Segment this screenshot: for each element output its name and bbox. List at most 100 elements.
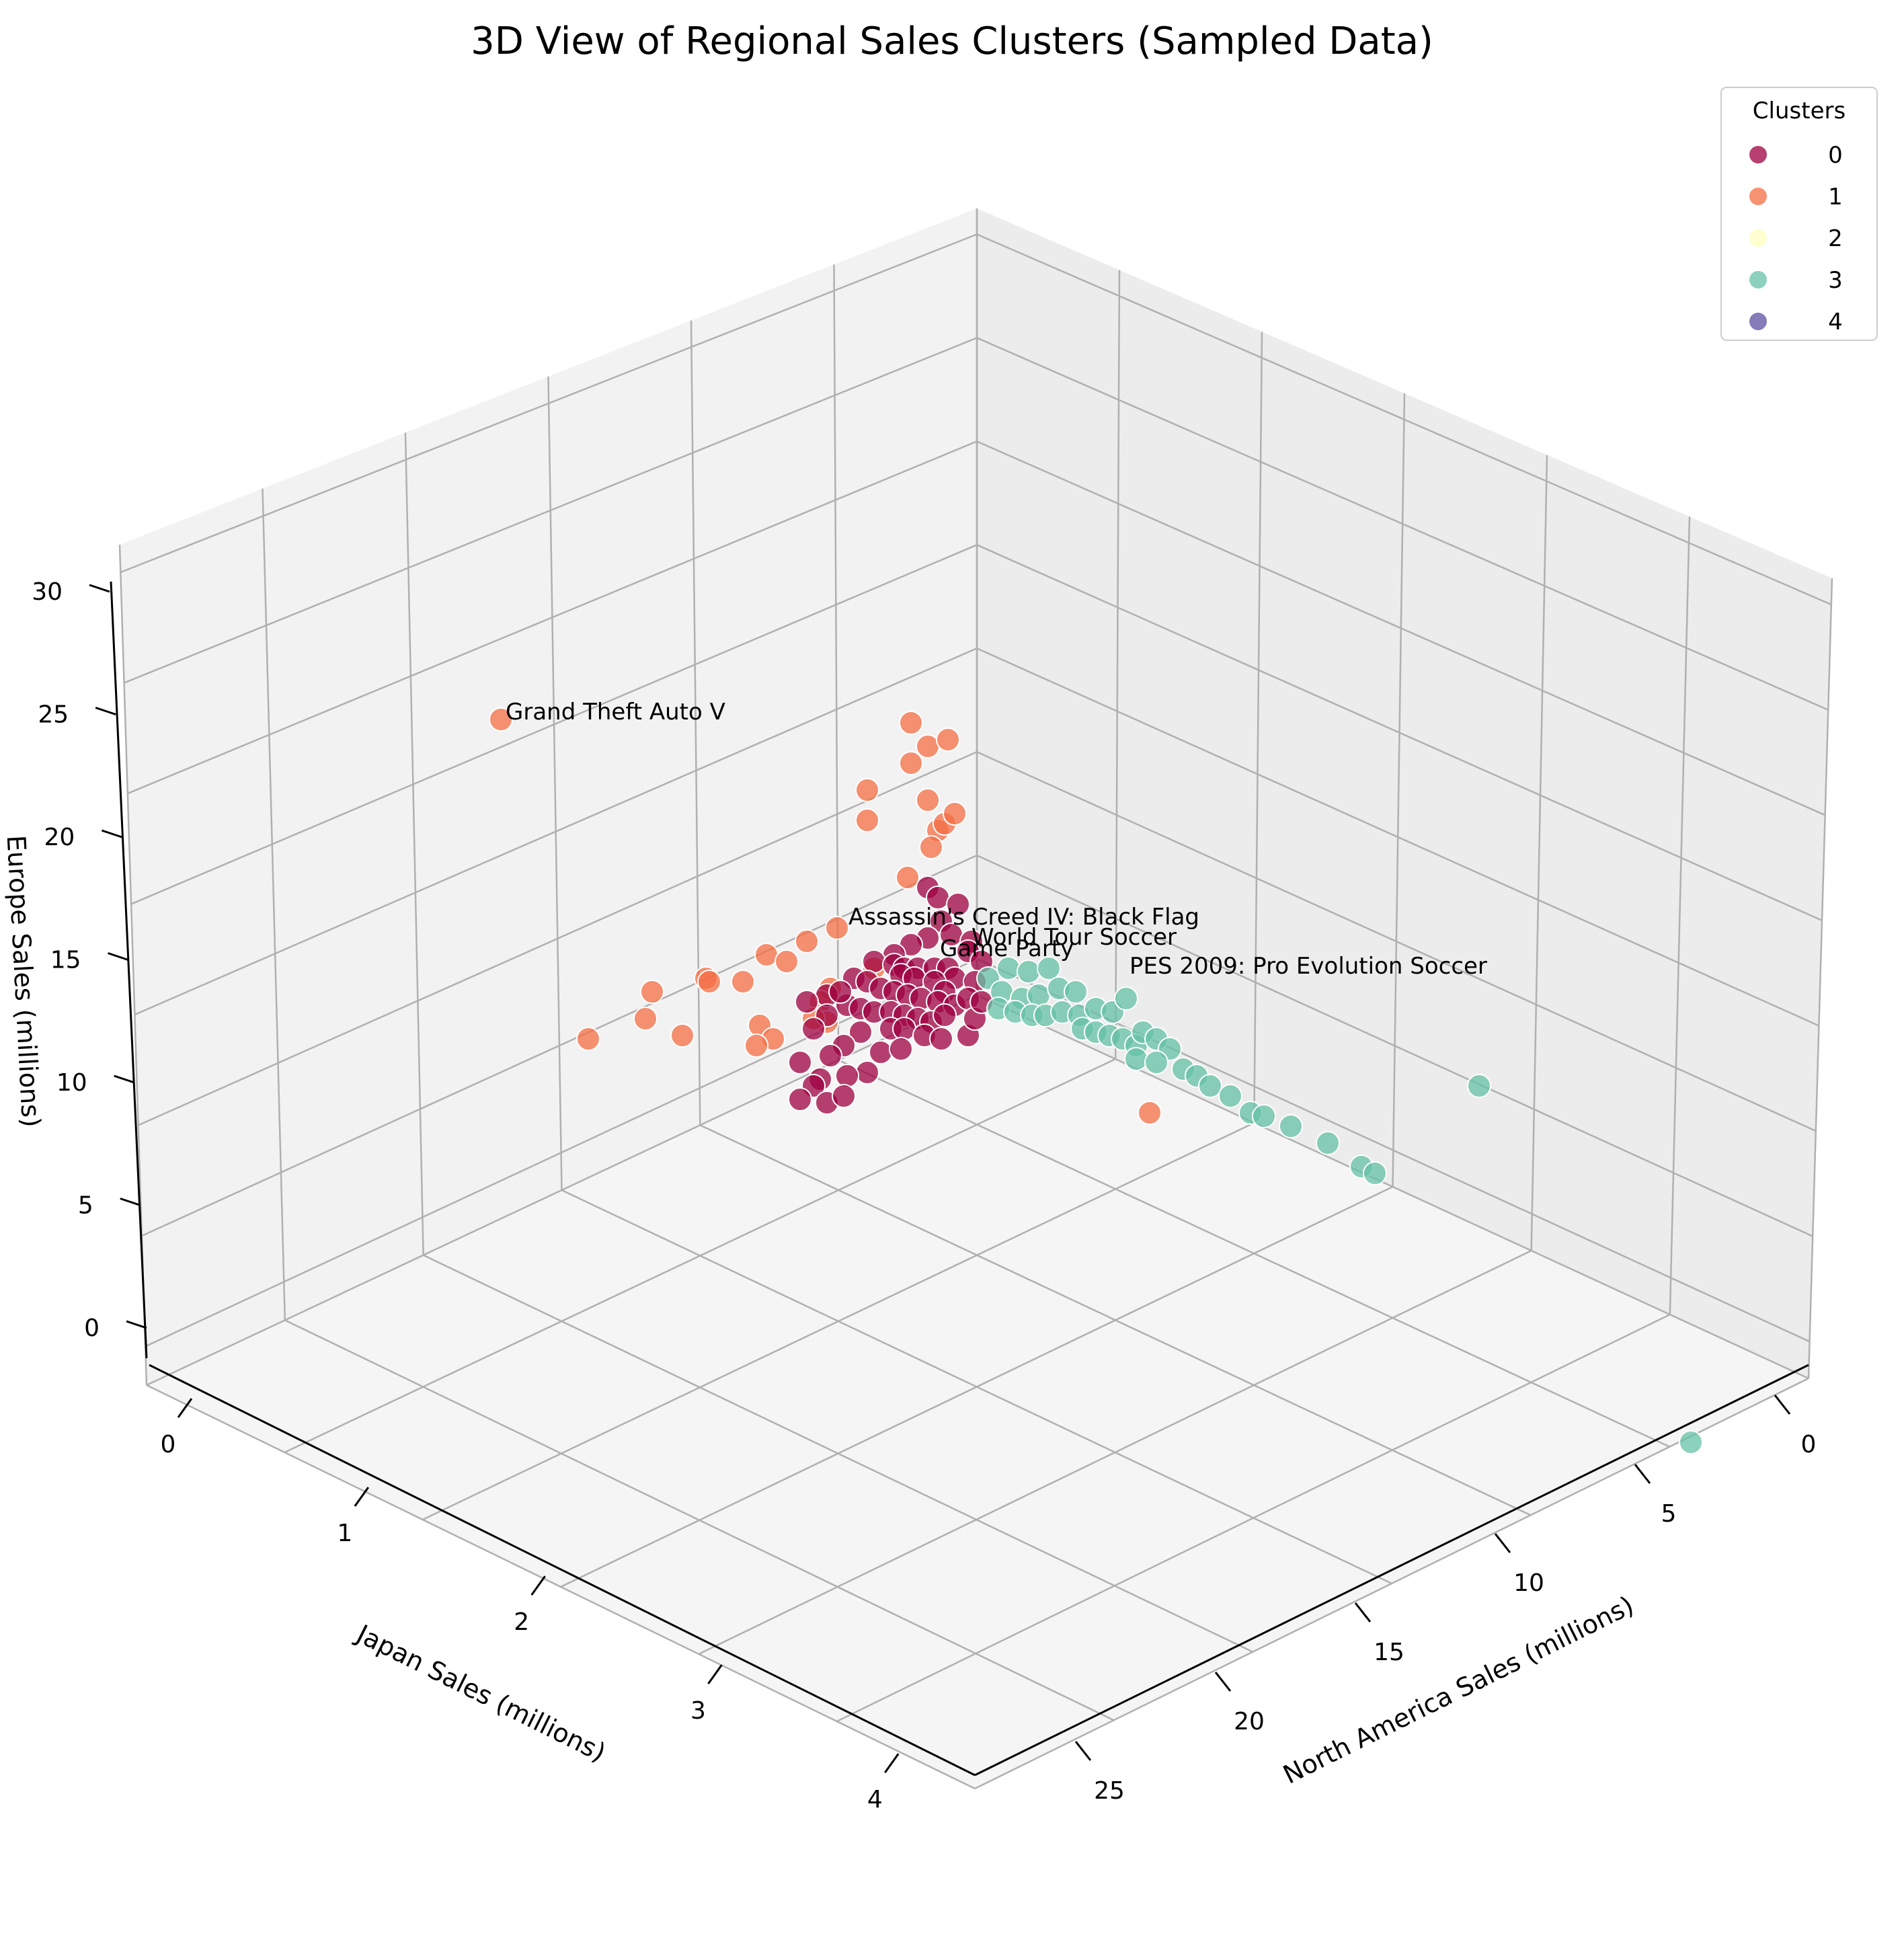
grid-line xyxy=(976,337,1829,711)
data-point-cluster-1 xyxy=(943,801,967,826)
data-point-cluster-1 xyxy=(1138,1101,1162,1125)
legend-marker xyxy=(1748,270,1768,290)
data-point-cluster-3 xyxy=(1027,983,1051,1007)
grid-line xyxy=(547,376,563,1191)
y-tick-mark xyxy=(354,1487,370,1507)
annotation-label: Game Party xyxy=(940,935,1074,962)
data-point-cluster-0 xyxy=(933,1003,957,1027)
grid-line xyxy=(120,233,978,574)
data-point-cluster-1 xyxy=(916,788,940,812)
data-point-cluster-0 xyxy=(862,949,886,974)
data-point-cluster-1 xyxy=(731,970,755,994)
data-point-cluster-3 xyxy=(1467,1074,1491,1098)
y-axis-label: Japan Sales (millions) xyxy=(351,1618,610,1768)
data-point-cluster-0 xyxy=(832,1084,856,1108)
data-point-cluster-0 xyxy=(795,990,819,1014)
y-tick-label: 1 xyxy=(337,1520,352,1547)
data-point-cluster-3 xyxy=(1316,1131,1340,1155)
z-tick-mark xyxy=(120,1198,141,1206)
data-point-cluster-0 xyxy=(892,1017,916,1041)
pane-left xyxy=(120,208,977,1385)
legend-entry-label: 4 xyxy=(1828,309,1843,336)
z-tick-label: 0 xyxy=(84,1315,100,1342)
grid-line xyxy=(560,1185,1394,1588)
y-tick-label: 4 xyxy=(867,1786,883,1813)
data-point-cluster-3 xyxy=(1114,986,1138,1011)
x-tick-mark xyxy=(1634,1464,1651,1484)
x-tick-mark xyxy=(1774,1395,1791,1415)
grid-line xyxy=(976,440,1826,816)
x-tick-mark xyxy=(1494,1533,1511,1553)
annotation-label: Grand Theft Auto V xyxy=(506,699,725,726)
grid-line xyxy=(974,1377,1809,1790)
grid-line xyxy=(836,1313,1671,1723)
data-point-cluster-1 xyxy=(896,865,920,890)
data-point-cluster-1 xyxy=(775,949,799,974)
legend-entry-label: 3 xyxy=(1828,267,1843,294)
z-tick-mark xyxy=(108,952,128,961)
data-point-cluster-3 xyxy=(1037,956,1061,980)
y-tick-mark xyxy=(884,1753,900,1774)
z-tick-mark xyxy=(95,707,116,715)
z-tick-label: 30 xyxy=(32,578,63,606)
data-point-cluster-3 xyxy=(1064,980,1088,1004)
z-tick-label: 10 xyxy=(56,1069,87,1097)
legend-entry-label: 1 xyxy=(1828,184,1843,210)
data-point-cluster-1 xyxy=(640,980,664,1004)
y-axis-line xyxy=(149,1364,976,1776)
data-point-cluster-0 xyxy=(835,1064,859,1088)
grid-line xyxy=(262,488,286,1321)
data-point-cluster-1 xyxy=(825,916,849,940)
pane-floor xyxy=(147,995,1809,1789)
data-point-cluster-0 xyxy=(946,892,970,916)
data-point-cluster-1 xyxy=(855,778,879,802)
grid-line xyxy=(130,544,978,905)
z-tick-label: 5 xyxy=(78,1192,93,1220)
y-tick-label: 2 xyxy=(514,1608,529,1636)
data-point-cluster-1 xyxy=(576,1027,600,1051)
data-point-cluster-1 xyxy=(936,728,960,752)
data-point-cluster-1 xyxy=(855,808,879,832)
data-point-cluster-3 xyxy=(1363,1161,1387,1185)
annotation-label: PES 2009: Pro Evolution Soccer xyxy=(1129,953,1487,980)
legend-title: Clusters xyxy=(1753,97,1846,124)
data-point-cluster-1 xyxy=(744,1033,768,1058)
data-point-cluster-0 xyxy=(929,1027,953,1051)
x-tick-label: 5 xyxy=(1661,1500,1677,1528)
data-point-cluster-3 xyxy=(1198,1074,1222,1098)
annotation-label: World Tour Soccer xyxy=(971,924,1177,951)
z-tick-mark xyxy=(126,1320,147,1329)
x-tick-label: 15 xyxy=(1374,1639,1404,1666)
legend-entry-label: 0 xyxy=(1828,142,1843,169)
z-axis-line xyxy=(110,581,148,1359)
data-point-cluster-1 xyxy=(795,929,819,953)
legend-marker xyxy=(1748,186,1768,206)
data-point-cluster-1 xyxy=(899,751,923,775)
annotation-label: Assassin's Creed IV: Black Flag xyxy=(848,904,1199,931)
scatter-points xyxy=(489,707,1703,1454)
data-point-cluster-1 xyxy=(697,970,721,994)
z-axis-label: Europe Sales (millions) xyxy=(1,834,46,1128)
data-point-cluster-3 xyxy=(1252,1104,1276,1128)
grid-line xyxy=(1392,393,1406,1187)
legend-marker xyxy=(1748,311,1768,331)
data-point-cluster-0 xyxy=(848,1020,873,1044)
grid-line xyxy=(134,648,978,1016)
grid-line xyxy=(1807,578,1833,1379)
data-point-cluster-3 xyxy=(1218,1084,1242,1108)
y-tick-mark xyxy=(177,1398,193,1418)
data-point-cluster-0 xyxy=(801,1017,826,1041)
data-point-cluster-0 xyxy=(869,1040,893,1064)
data-point-cluster-0 xyxy=(788,1050,812,1074)
x-tick-mark xyxy=(1354,1602,1372,1622)
grid-line xyxy=(698,1249,1532,1655)
data-point-cluster-0 xyxy=(855,1060,879,1085)
grid-line xyxy=(284,1058,1116,1454)
legend-marker xyxy=(1748,228,1768,248)
legend-entry-label: 2 xyxy=(1828,225,1843,252)
data-point-cluster-0 xyxy=(818,1044,842,1068)
x-tick-label: 25 xyxy=(1094,1777,1125,1805)
x-tick-mark xyxy=(1214,1672,1232,1692)
grid-line xyxy=(1669,516,1691,1315)
